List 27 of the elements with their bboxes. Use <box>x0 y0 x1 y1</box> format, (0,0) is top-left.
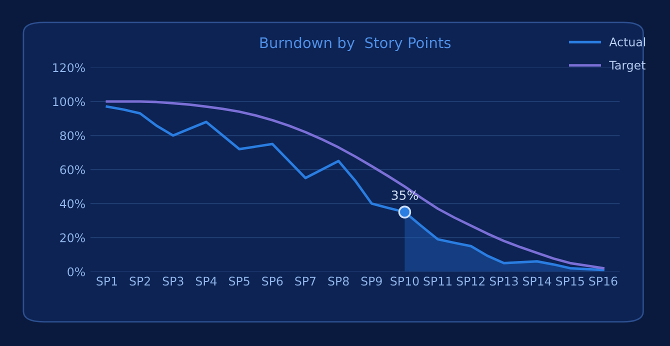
y-tick-label: 100% <box>53 97 85 106</box>
x-tick-label: SP16 <box>589 276 618 286</box>
legend-label: Target <box>609 60 646 72</box>
x-tick-label: SP8 <box>328 276 349 286</box>
x-tick-label: SP1 <box>96 276 117 286</box>
x-tick-label: SP7 <box>295 276 316 286</box>
x-tick-label: SP11 <box>424 276 452 286</box>
y-tick-label: 60% <box>60 165 85 174</box>
x-tick-label: SP14 <box>523 276 552 286</box>
y-tick-label: 120% <box>53 63 85 72</box>
x-tick-label: SP10 <box>390 276 419 286</box>
x-tick-label: SP12 <box>456 276 485 286</box>
x-tick-label: SP4 <box>196 276 217 286</box>
chart-title: Burndown by Story Points <box>260 36 451 52</box>
y-tick-label: 0% <box>68 267 85 276</box>
y-tick-label: 80% <box>60 131 85 140</box>
legend-label: Actual <box>609 37 646 46</box>
x-tick-label: SP9 <box>361 276 382 286</box>
x-tick-label: SP6 <box>262 276 283 286</box>
annotation: 35% <box>392 190 418 200</box>
x-tick-label: SP13 <box>490 276 518 286</box>
x-tick-label: SP3 <box>162 276 184 286</box>
x-tick-label: SP15 <box>556 276 584 286</box>
x-tick-label: SP2 <box>130 276 150 286</box>
y-tick-label: 40% <box>60 199 85 208</box>
x-tick-label: SP5 <box>229 276 250 286</box>
y-tick-label: 20% <box>60 233 85 242</box>
